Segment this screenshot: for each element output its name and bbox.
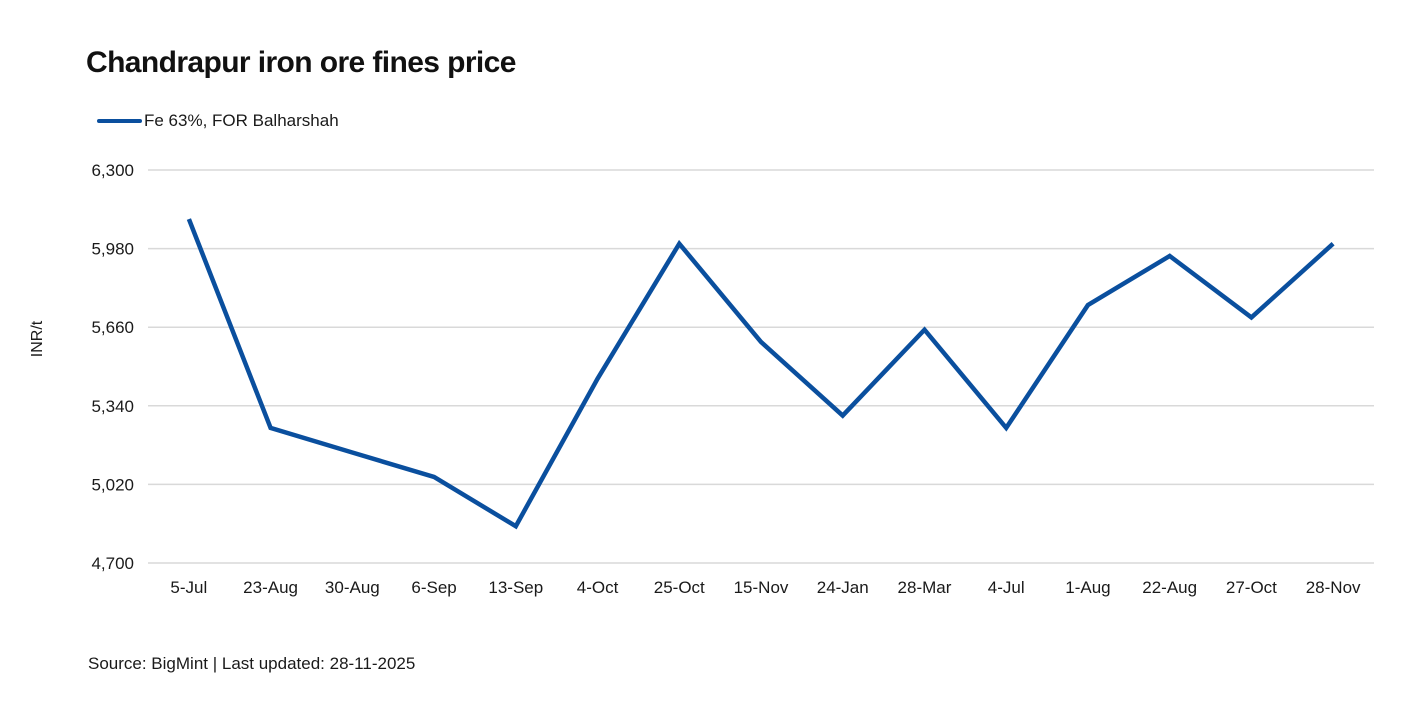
- y-tick-label: 5,020: [91, 475, 134, 494]
- x-tick-label: 6-Sep: [411, 578, 456, 597]
- x-axis-tick-labels: 5-Jul 23-Aug 30-Aug 6-Sep 13-Sep 4-Oct 25-Oct 1…: [170, 578, 1361, 597]
- legend-label: Fe 63%, FOR Balharshah: [144, 111, 339, 130]
- x-tick-label: 5-Jul: [170, 578, 207, 597]
- x-tick-label: 30-Aug: [325, 578, 380, 597]
- x-tick-label: 24-Jan: [817, 578, 869, 597]
- y-tick-label: 5,980: [91, 240, 134, 259]
- x-tick-label: 4-Jul: [988, 578, 1025, 597]
- x-tick-label: 4-Oct: [577, 578, 619, 597]
- chart-title: Chandrapur iron ore fines price: [86, 46, 516, 79]
- y-tick-label: 4,700: [91, 554, 134, 573]
- price-series-line: [186, 218, 1335, 530]
- x-tick-label: 23-Aug: [243, 578, 298, 597]
- x-tick-label: 13-Sep: [488, 578, 543, 597]
- gridlines: [148, 169, 1374, 564]
- x-tick-label: 15-Nov: [734, 578, 789, 597]
- x-tick-label: 27-Oct: [1226, 578, 1277, 597]
- x-tick-label: 28-Nov: [1306, 578, 1361, 597]
- y-tick-label: 6,300: [91, 161, 134, 180]
- legend: Fe 63%, FOR Balharshah: [97, 111, 339, 131]
- x-tick-label: 25-Oct: [654, 578, 705, 597]
- x-tick-label: 28-Mar: [898, 578, 952, 597]
- x-tick-label: 1-Aug: [1065, 578, 1110, 597]
- y-tick-label: 5,340: [91, 397, 134, 416]
- x-tick-label: 22-Aug: [1142, 578, 1197, 597]
- source-footnote: Source: BigMint | Last updated: 28-11-20…: [88, 654, 416, 673]
- y-tick-label: 5,660: [91, 318, 134, 337]
- legend-line-swatch-icon: [97, 119, 142, 123]
- y-axis-tick-labels: 4,700 5,020 5,340 5,660 5,980 6,300: [91, 161, 134, 573]
